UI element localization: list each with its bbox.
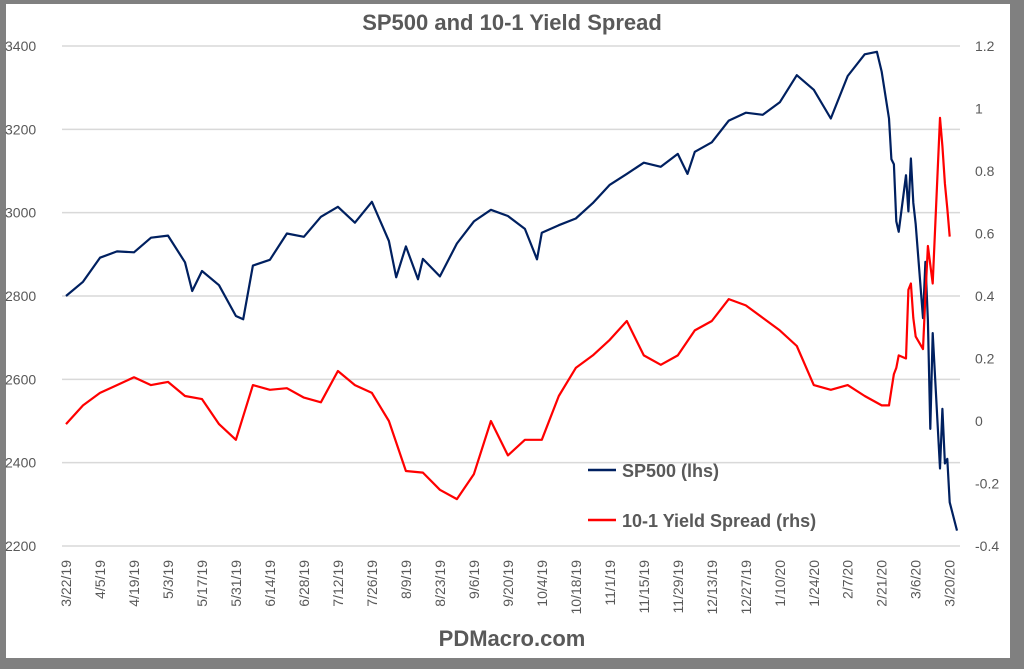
y-right-tick-label: 0.4 bbox=[975, 288, 995, 304]
y-left-tick-label: 2800 bbox=[5, 288, 36, 304]
x-tick-label: 7/26/19 bbox=[364, 560, 380, 607]
y-left-tick-label: 2200 bbox=[5, 538, 36, 554]
y-right-tick-label: -0.4 bbox=[975, 538, 999, 554]
x-tick-label: 2/7/20 bbox=[840, 560, 856, 599]
x-tick-label: 4/19/19 bbox=[126, 560, 142, 607]
y-left-tick-label: 3400 bbox=[5, 38, 36, 54]
x-tick-label: 8/23/19 bbox=[432, 560, 448, 607]
x-tick-label: 1/24/20 bbox=[806, 560, 822, 607]
x-tick-label: 5/31/19 bbox=[228, 560, 244, 607]
legend-label: SP500 (lhs) bbox=[622, 461, 719, 481]
x-tick-label: 5/17/19 bbox=[194, 560, 210, 607]
y-right-tick-label: 0.6 bbox=[975, 226, 995, 242]
y-right-tick-label: 0.2 bbox=[975, 351, 995, 367]
x-tick-label: 11/15/19 bbox=[636, 560, 652, 614]
y-right-tick-label: -0.2 bbox=[975, 476, 999, 492]
y-left-tick-label: 3200 bbox=[5, 121, 36, 137]
x-tick-label: 6/14/19 bbox=[262, 560, 278, 607]
x-tick-label: 9/6/19 bbox=[466, 560, 482, 599]
x-tick-label: 11/29/19 bbox=[670, 560, 686, 614]
x-tick-label: 3/6/20 bbox=[908, 560, 924, 599]
x-tick-label: 4/5/19 bbox=[92, 560, 108, 599]
legend-label: 10-1 Yield Spread (rhs) bbox=[622, 511, 816, 531]
chart-frame bbox=[6, 4, 1010, 658]
chart-title: SP500 and 10-1 Yield Spread bbox=[362, 10, 662, 35]
y-right-tick-label: 1.2 bbox=[975, 38, 995, 54]
y-left-tick-label: 2600 bbox=[5, 371, 36, 387]
x-tick-label: 3/22/19 bbox=[58, 560, 74, 607]
x-tick-label: 9/20/19 bbox=[500, 560, 516, 607]
y-right-tick-label: 1 bbox=[975, 101, 983, 117]
x-tick-label: 5/3/19 bbox=[160, 560, 176, 599]
x-tick-label: 3/20/20 bbox=[942, 560, 958, 607]
y-left-tick-label: 3000 bbox=[5, 205, 36, 221]
y-left-tick-label: 2400 bbox=[5, 455, 36, 471]
series-line-sp500 bbox=[65, 50, 959, 531]
x-tick-label: 7/12/19 bbox=[330, 560, 346, 607]
x-tick-label: 6/28/19 bbox=[296, 560, 312, 607]
x-tick-label: 2/21/20 bbox=[874, 560, 890, 607]
x-tick-label: 1/10/20 bbox=[772, 560, 788, 607]
x-tick-label: 12/13/19 bbox=[704, 560, 720, 615]
series-line-yield-spread bbox=[65, 116, 951, 501]
x-tick-label: 11/1/19 bbox=[602, 560, 618, 606]
footer-watermark: PDMacro.com bbox=[438, 626, 586, 651]
x-tick-label: 10/4/19 bbox=[534, 560, 550, 607]
x-tick-label: 10/18/19 bbox=[568, 560, 584, 615]
x-tick-label: 12/27/19 bbox=[738, 560, 754, 615]
y-right-tick-label: 0.8 bbox=[975, 163, 995, 179]
x-tick-label: 8/9/19 bbox=[398, 560, 414, 599]
y-right-tick-label: 0 bbox=[975, 413, 983, 429]
